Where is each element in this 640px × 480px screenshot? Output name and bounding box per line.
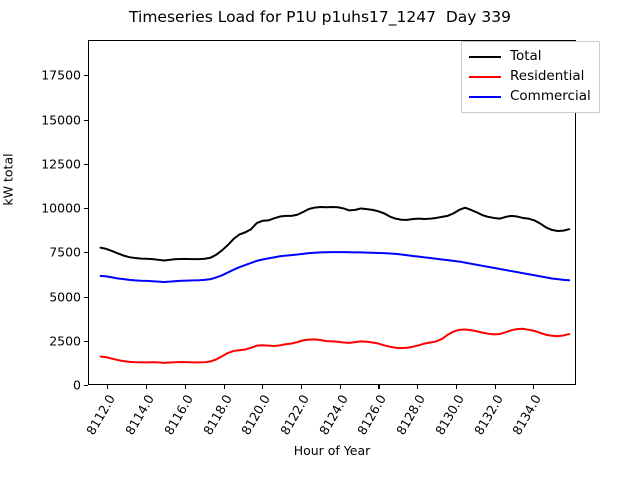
y-axis-label: kW total: [0, 153, 16, 206]
x-tick-label: 8124.0: [315, 392, 351, 438]
x-tick-mark: [301, 385, 303, 389]
legend-label-residential: Residential: [510, 68, 585, 85]
y-tick-mark: [84, 75, 88, 77]
x-tick-mark: [107, 385, 109, 389]
y-tick-mark: [84, 252, 88, 254]
x-tick-label: 8126.0: [354, 392, 390, 438]
series-line-total: [101, 207, 570, 260]
legend-entry-total: Total: [469, 47, 591, 67]
x-tick-mark: [184, 385, 186, 389]
legend-entry-commercial: Commercial: [469, 87, 591, 107]
x-tick-mark: [494, 385, 496, 389]
x-tick-mark: [262, 385, 264, 389]
legend-swatch-total: [469, 56, 501, 58]
x-tick-label: 8122.0: [277, 392, 313, 438]
legend-label-commercial: Commercial: [510, 88, 591, 105]
x-tick-mark: [378, 385, 380, 389]
y-tick-label: 10000: [41, 200, 81, 216]
y-tick-label: 5000: [49, 289, 81, 305]
y-tick-mark: [84, 163, 88, 165]
x-tick-label: 8134.0: [509, 392, 545, 438]
legend-swatch-residential: [469, 76, 501, 78]
series-layer: [101, 207, 570, 363]
x-tick-label: 8130.0: [432, 392, 467, 438]
y-tick-label: 7500: [49, 244, 81, 260]
legend-label-total: Total: [510, 48, 542, 65]
chart-legend: Total Residential Commercial: [461, 41, 600, 113]
x-tick-mark: [339, 385, 341, 389]
x-tick-label: 8128.0: [393, 392, 429, 438]
y-tick-label: 12500: [41, 156, 81, 172]
plot-svg: [89, 41, 575, 384]
x-tick-label: 8120.0: [238, 392, 274, 438]
x-tick-mark: [146, 385, 148, 389]
x-tick-label: 8112.0: [83, 392, 119, 438]
y-tick-mark: [84, 296, 88, 298]
y-tick-mark: [84, 119, 88, 121]
x-tick-label: 8118.0: [199, 392, 235, 438]
x-tick-label: 8114.0: [122, 392, 158, 438]
x-axis-label: Hour of Year: [293, 443, 371, 458]
y-tick-mark: [84, 340, 88, 342]
x-tick-label: 8132.0: [470, 392, 506, 438]
x-tick-mark: [223, 385, 225, 389]
y-tick-mark: [84, 385, 88, 387]
legend-swatch-commercial: [469, 96, 501, 98]
series-line-commercial: [101, 252, 570, 282]
x-tick-mark: [417, 385, 419, 389]
y-tick-label: 2500: [49, 333, 81, 349]
chart-title: Timeseries Load for P1U p1uhs17_1247 Day…: [129, 8, 511, 26]
x-tick-mark: [533, 385, 535, 389]
y-tick-label: 17500: [41, 67, 81, 83]
y-tick-label: 0: [73, 377, 81, 393]
x-tick-mark: [455, 385, 458, 389]
legend-entry-residential: Residential: [469, 67, 591, 87]
y-tick-label: 15000: [41, 112, 81, 128]
y-tick-mark: [84, 208, 88, 210]
series-line-residential: [101, 329, 570, 363]
x-tick-label: 8116.0: [160, 392, 196, 438]
